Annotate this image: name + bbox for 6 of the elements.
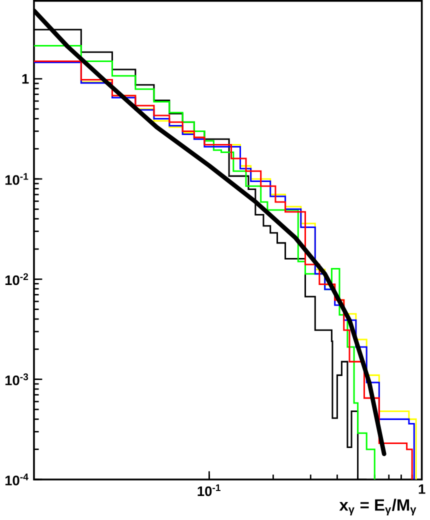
x-axis-title: x$_{γ}$ = E$_{γ}$/M$_{γ}$ (339, 498, 416, 516)
y-tick-label: 10$^{-1}$ (5, 173, 28, 185)
y-tick-label: 10$^{-2}$ (5, 273, 28, 286)
y-tick-label: 10$^{-4}$ (5, 474, 28, 486)
y-tick-label: 10$^{-3}$ (5, 373, 28, 386)
y-tick-label: 1 (22, 74, 29, 84)
